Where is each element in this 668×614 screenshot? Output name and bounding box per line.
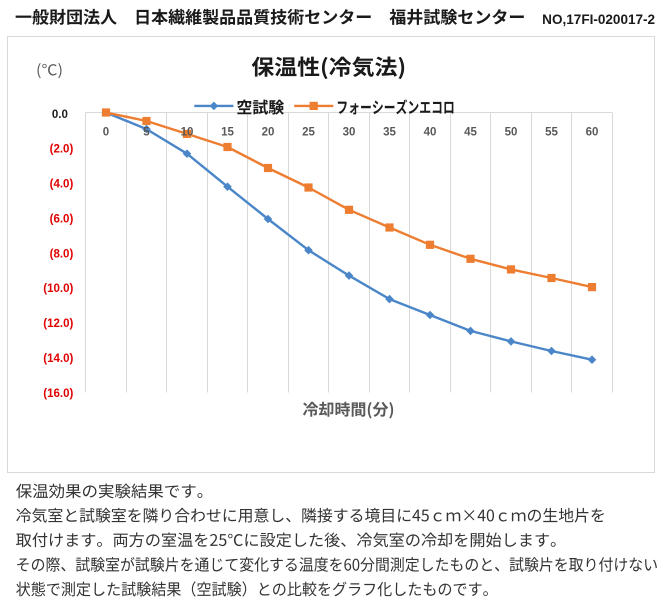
svg-text:(14.0): (14.0): [43, 353, 73, 365]
svg-text:15: 15: [221, 127, 234, 139]
svg-text:(12.0): (12.0): [43, 318, 73, 330]
svg-text:(4.0): (4.0): [50, 179, 74, 191]
svg-text:60: 60: [586, 127, 599, 139]
svg-text:(8.0): (8.0): [50, 248, 74, 260]
svg-text:20: 20: [262, 127, 275, 139]
svg-text:35: 35: [383, 127, 396, 139]
svg-text:5: 5: [143, 127, 150, 139]
svg-text:(6.0): (6.0): [50, 213, 74, 225]
svg-text:40: 40: [424, 127, 437, 139]
svg-text:(10.0): (10.0): [43, 283, 73, 295]
svg-text:10: 10: [181, 127, 194, 139]
svg-text:50: 50: [505, 127, 518, 139]
svg-text:(16.0): (16.0): [43, 388, 73, 400]
svg-text:25: 25: [302, 127, 315, 139]
svg-text:0: 0: [103, 127, 109, 139]
svg-text:55: 55: [545, 127, 558, 139]
svg-text:NO,17FI-020017-2: NO,17FI-020017-2: [542, 12, 655, 27]
svg-text:45: 45: [464, 127, 477, 139]
svg-text:0.0: 0.0: [52, 109, 68, 121]
svg-text:30: 30: [343, 127, 356, 139]
svg-text:(2.0): (2.0): [50, 144, 74, 156]
